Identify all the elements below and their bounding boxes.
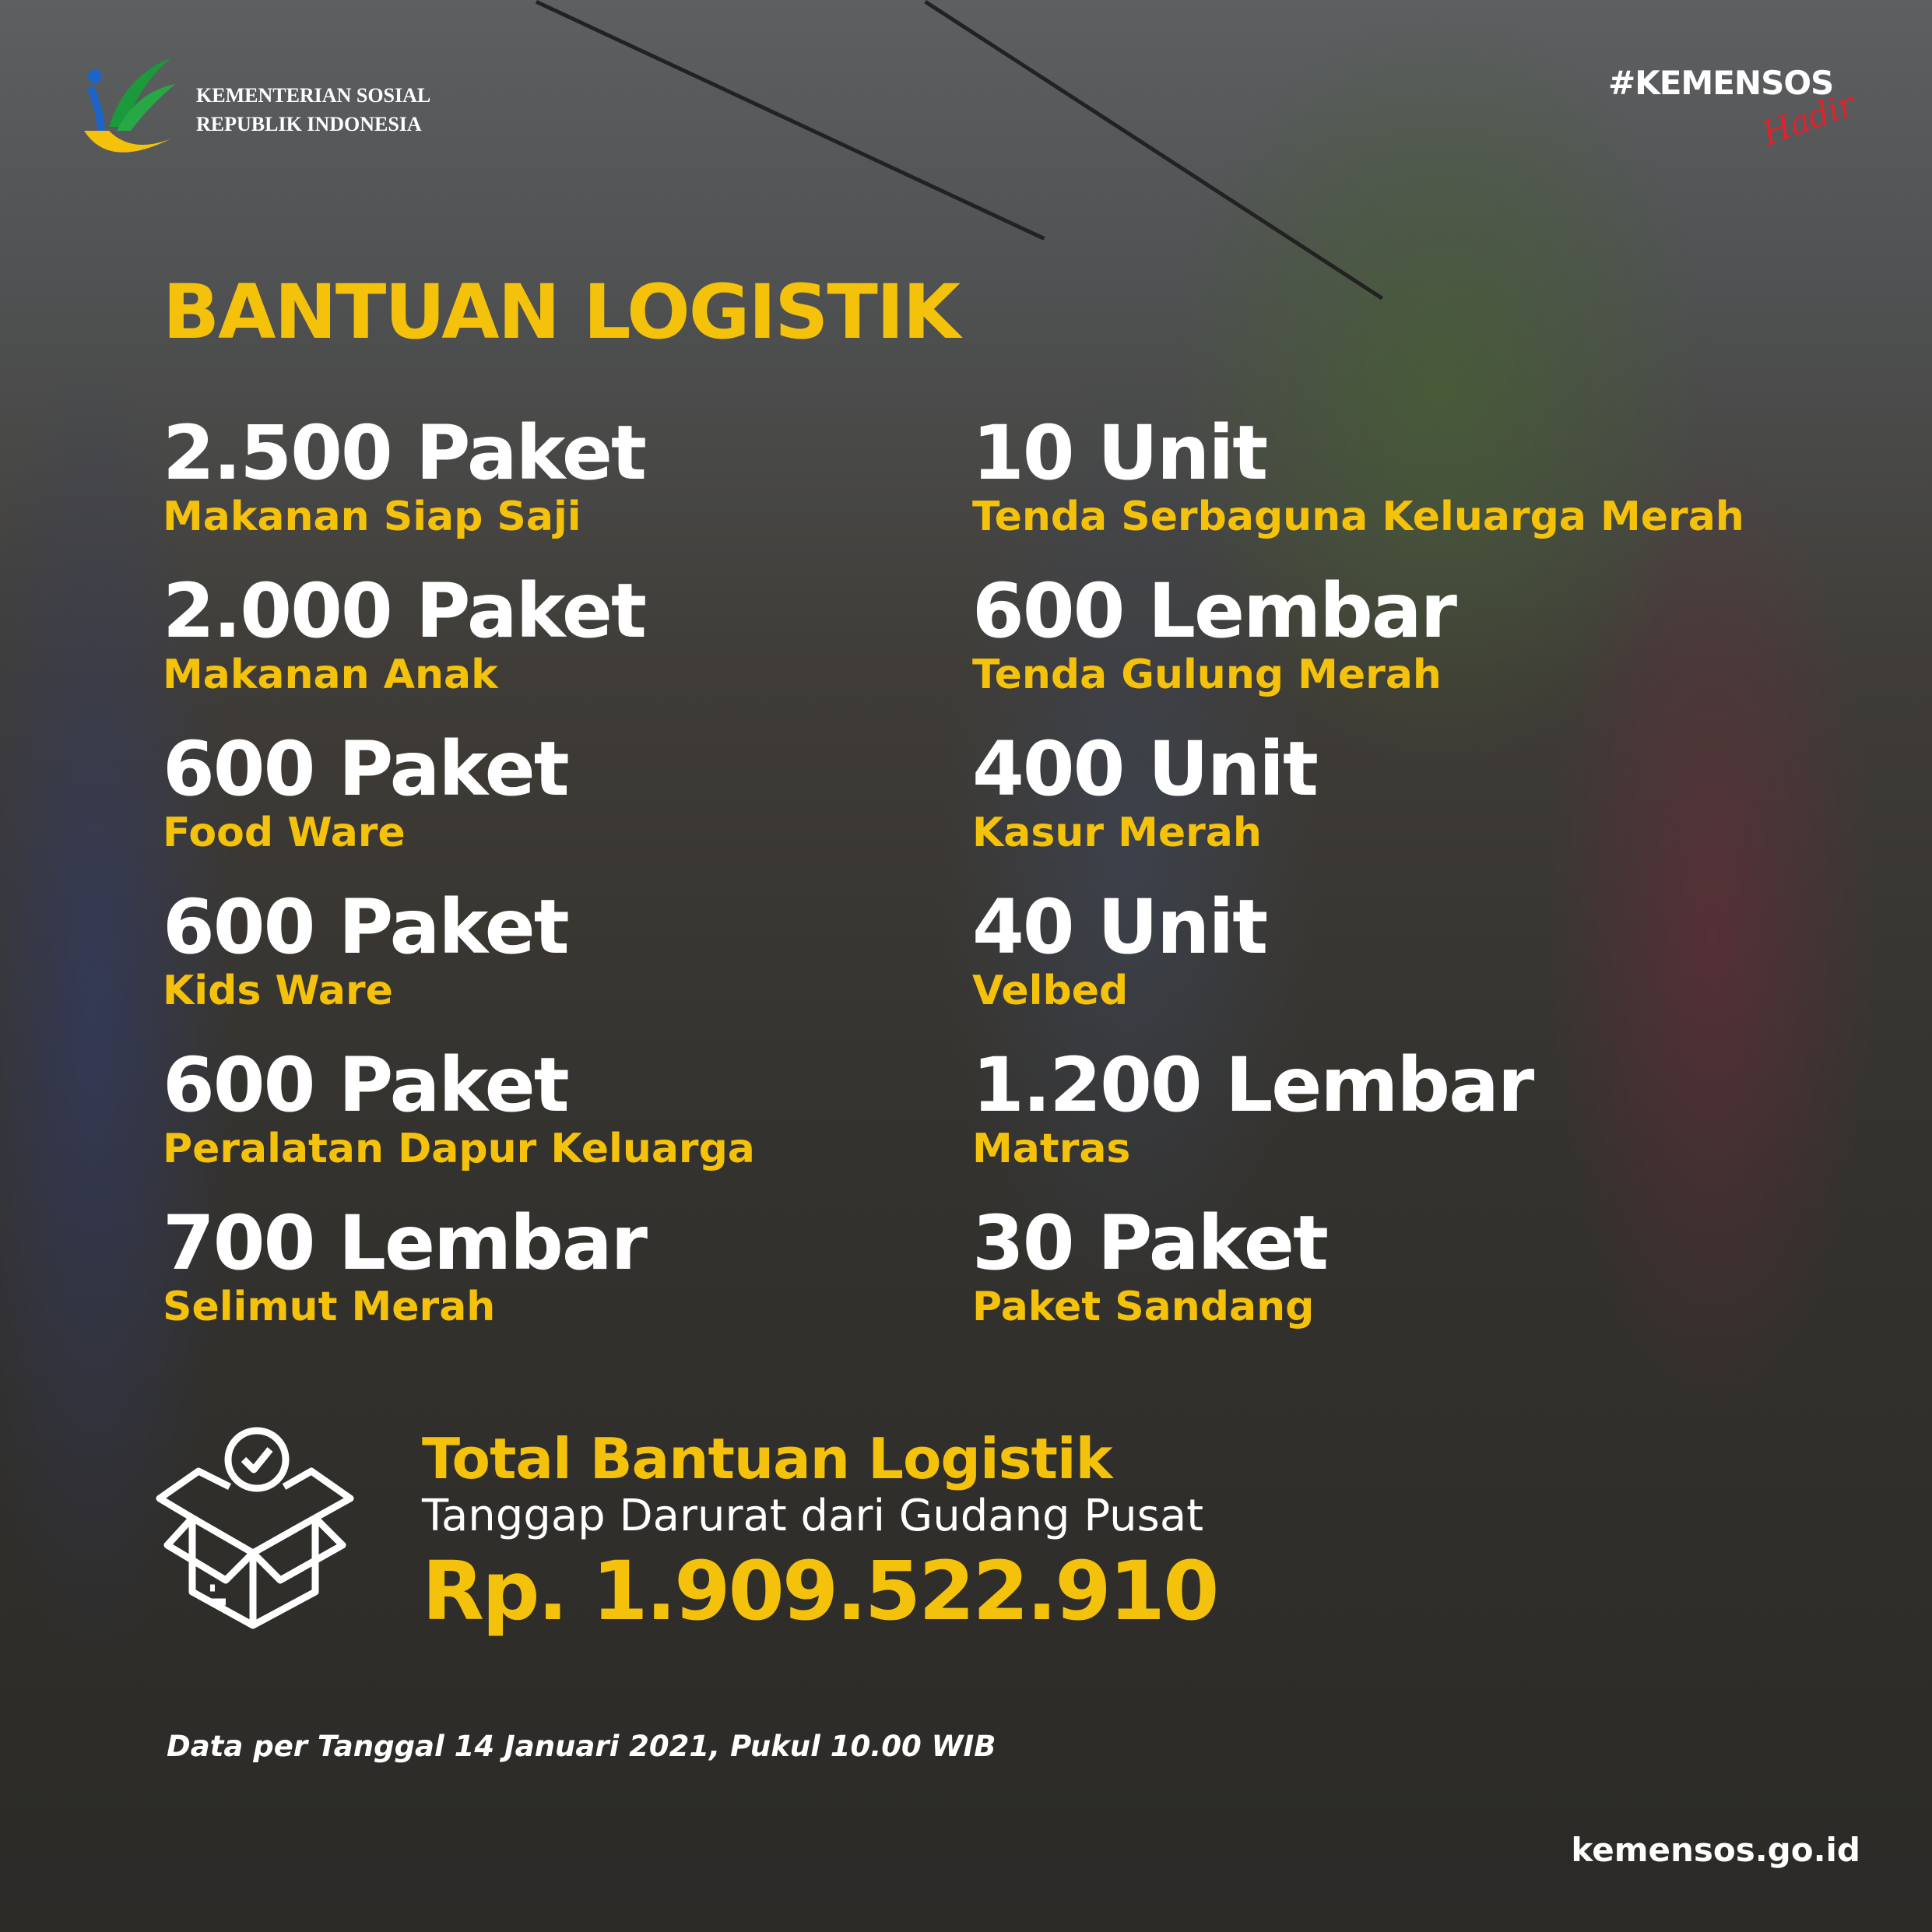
kemensos-logo-icon bbox=[84, 58, 175, 153]
footnote: Data per Tanggal 14 Januari 2021, Pukul … bbox=[167, 1730, 996, 1763]
item-label: Matras bbox=[972, 1126, 1131, 1172]
list-item: 40 Unit Velbed bbox=[972, 887, 1744, 1045]
list-item: 1.200 Lembar Matras bbox=[972, 1045, 1744, 1203]
item-label: Food Ware bbox=[163, 810, 406, 856]
list-item: 400 Unit Kasur Merah bbox=[972, 729, 1744, 887]
page-title: BANTUAN LOGISTIK bbox=[163, 269, 961, 356]
list-item: 10 Unit Tenda Serbaguna Keluarga Merah bbox=[972, 413, 1744, 571]
item-label: Peralatan Dapur Keluarga bbox=[163, 1126, 755, 1172]
item-value: 600 Lembar bbox=[972, 567, 1457, 655]
total-title: Total Bantuan Logistik bbox=[422, 1426, 1112, 1491]
power-line bbox=[924, 0, 1384, 300]
item-label: Tenda Gulung Merah bbox=[972, 652, 1442, 698]
item-value: 600 Paket bbox=[163, 1042, 570, 1129]
item-label: Velbed bbox=[972, 968, 1129, 1014]
item-value: 600 Paket bbox=[163, 725, 570, 813]
org-line-2: REPUBLIK INDONESIA bbox=[196, 113, 422, 135]
item-value: 10 Unit bbox=[972, 409, 1268, 497]
total-amount: Rp. 1.909.522.910 bbox=[422, 1544, 1219, 1639]
open-box-check-icon bbox=[156, 1427, 354, 1629]
website-link[interactable]: kemensos.go.id bbox=[1571, 1831, 1860, 1869]
left-column: 2.500 Paket Makanan Siap Saji 2.000 Paket… bbox=[163, 413, 755, 1361]
list-item: 2.500 Paket Makanan Siap Saji bbox=[163, 413, 755, 571]
org-name: KEMENTERIAN SOSIAL REPUBLIK INDONESIA bbox=[196, 81, 430, 139]
right-column: 10 Unit Tenda Serbaguna Keluarga Merah 60… bbox=[972, 413, 1744, 1361]
list-item: 600 Paket Peralatan Dapur Keluarga bbox=[163, 1045, 755, 1203]
item-label: Makanan Anak bbox=[163, 652, 498, 698]
list-item: 600 Lembar Tenda Gulung Merah bbox=[972, 571, 1744, 729]
item-value: 600 Paket bbox=[163, 883, 570, 971]
hashtag: #KEMENSOS bbox=[1608, 64, 1834, 102]
item-value: 700 Lembar bbox=[163, 1200, 648, 1287]
item-label: Makanan Siap Saji bbox=[163, 494, 581, 540]
item-label: Kasur Merah bbox=[972, 810, 1262, 856]
item-label: Kids Ware bbox=[163, 968, 393, 1014]
power-line bbox=[535, 0, 1045, 241]
org-line-1: KEMENTERIAN SOSIAL bbox=[196, 84, 431, 107]
list-item: 700 Lembar Selimut Merah bbox=[163, 1203, 755, 1361]
list-item: 600 Paket Food Ware bbox=[163, 729, 755, 887]
total-subtitle: Tanggap Darurat dari Gudang Pusat bbox=[422, 1491, 1204, 1541]
list-item: 2.000 Paket Makanan Anak bbox=[163, 571, 755, 729]
item-label: Paket Sandang bbox=[972, 1284, 1315, 1330]
item-value: 2.500 Paket bbox=[163, 409, 647, 497]
list-item: 30 Paket Paket Sandang bbox=[972, 1203, 1744, 1361]
item-label: Tenda Serbaguna Keluarga Merah bbox=[972, 494, 1744, 540]
item-value: 1.200 Lembar bbox=[972, 1042, 1534, 1129]
list-item: 600 Paket Kids Ware bbox=[163, 887, 755, 1045]
item-value: 40 Unit bbox=[972, 883, 1268, 971]
item-value: 30 Paket bbox=[972, 1200, 1329, 1287]
item-value: 2.000 Paket bbox=[163, 567, 647, 655]
item-label: Selimut Merah bbox=[163, 1284, 496, 1330]
item-value: 400 Unit bbox=[972, 725, 1319, 813]
